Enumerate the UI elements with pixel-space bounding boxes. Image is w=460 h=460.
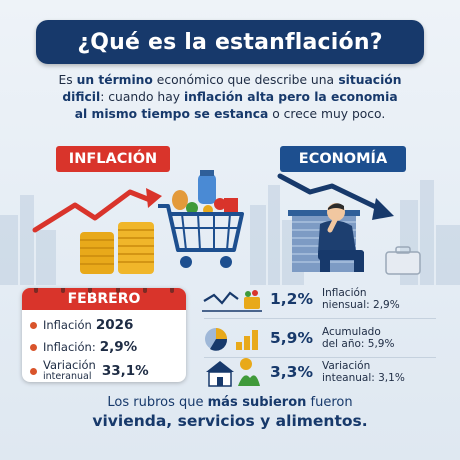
coin-stack-icon [80,222,154,274]
falling-arrow-icon [277,173,385,213]
bullet-icon [30,343,37,351]
shopping-cart-icon [158,170,244,268]
title-banner: ¿Qué es la estanflación? [36,20,424,64]
pie-chart-icon [205,328,258,351]
divider [204,318,436,319]
inflation-label: INFLACIÓN [56,146,170,172]
rising-arrow-icon [32,189,153,233]
stat-description: Variación inteanual: 3,1% [322,360,405,384]
page-title: ¿Qué es la estanflación? [77,29,383,55]
calendar-header: FEBRERO [22,288,186,310]
briefcase-icon [385,246,421,275]
stat-value: 3,3% [270,363,313,381]
calendar-row: Inflación: 2,9% [22,336,186,358]
sad-person-icon [318,203,364,272]
bullet-icon [30,367,37,375]
stat-description: Inflación niensual: 2,9% [322,287,400,311]
february-calendar-card: FEBRERO Inflación 2026 Inflación: 2,9% V… [22,288,186,382]
calendar-row: Inflación 2026 [22,314,186,336]
economy-illustration [277,173,421,275]
footer-highlight: vivienda, servicios y alimentos. [92,412,368,430]
stat-row-annual: 3,3% Variación inteanual: 3,1% [200,356,440,388]
line-chart-icon [202,290,262,312]
calendar-month: FEBRERO [67,291,141,307]
stat-value: 5,9% [270,329,313,347]
stat-row-monthly: 1,2% Inflación niensual: 2,9% [200,283,440,315]
inflation-illustration [32,170,244,274]
house-icon [206,358,260,387]
bullet-icon [30,321,37,329]
stat-value: 1,2% [270,290,313,308]
calendar-row: Variación interanual 33,1% [22,358,186,382]
footer-text: Los rubros que más subieron fueron vivie… [20,395,440,430]
calendar-rings-icon [34,288,174,293]
stat-row-accumulated: 5,9% Acumulado del año: 5,9% [200,322,440,354]
intro-text: Es un término económico que describe una… [58,73,402,121]
divider [204,357,436,358]
stat-description: Acumulado del año: 5,9% [322,326,395,350]
economy-label: ECONOMÍA [280,146,406,172]
